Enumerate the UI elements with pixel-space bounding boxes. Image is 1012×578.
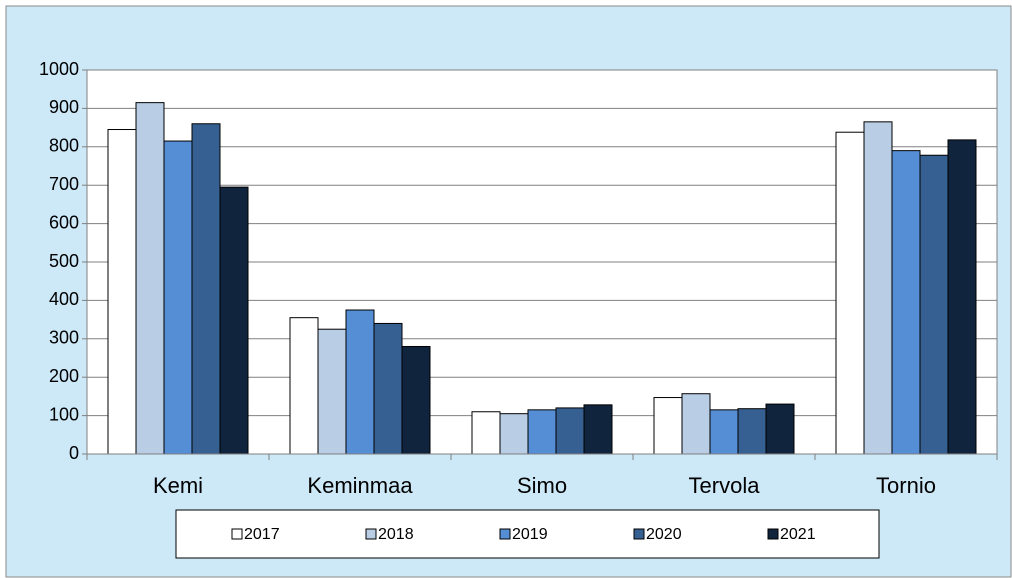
y-tick-label: 0 [69,443,79,463]
x-tick-label: Tornio [876,473,936,498]
y-tick-label: 500 [49,251,79,271]
y-tick-label: 800 [49,136,79,156]
legend-swatch [767,528,779,540]
y-tick-label: 1000 [39,59,79,79]
y-tick-label: 900 [49,97,79,117]
legend-label: 2018 [378,526,414,543]
bar [919,154,949,455]
x-tick-label: Keminmaa [307,473,413,498]
legend-swatch [633,528,645,540]
bar [737,408,767,455]
bar [317,328,347,455]
y-tick-label: 200 [49,366,79,386]
bar [653,397,683,455]
bar [163,140,193,455]
y-tick-label: 400 [49,289,79,309]
bar [135,102,165,455]
bar [499,413,529,455]
legend-label: 2017 [244,526,280,543]
x-tick-label: Simo [517,473,567,498]
bar [947,139,977,455]
bar [709,409,739,455]
legend-label: 2020 [646,526,682,543]
bar [835,131,865,455]
y-tick-label: 100 [49,404,79,424]
bar [401,345,431,455]
y-tick-label: 700 [49,174,79,194]
bar [583,404,613,455]
bar [219,186,249,455]
bar [289,317,319,455]
bar [345,309,375,455]
legend-swatch [231,528,243,540]
bar [863,121,893,455]
bar [765,403,795,455]
bar [471,411,501,455]
legend-swatch [499,528,511,540]
bar [527,409,557,455]
legend [175,509,880,559]
y-tick-label: 300 [49,328,79,348]
x-tick-label: Kemi [153,473,203,498]
bar [191,123,221,455]
bar [681,393,711,455]
bar [373,322,403,455]
bar [555,407,585,455]
y-tick-label: 600 [49,212,79,232]
bar [107,129,137,455]
x-tick-label: Tervola [689,473,761,498]
legend-label: 2021 [780,526,816,543]
bar [891,150,921,455]
legend-label: 2019 [512,526,548,543]
legend-swatch [365,528,377,540]
